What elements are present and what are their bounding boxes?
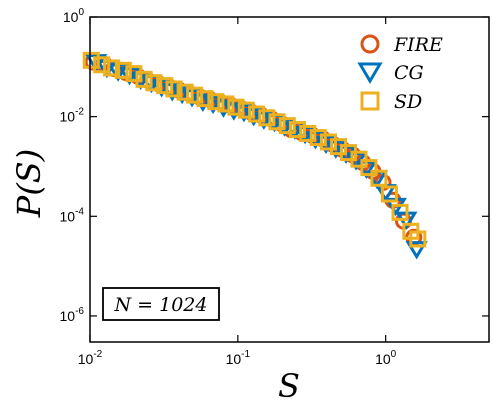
x-tick-label-base: 10 <box>78 351 94 367</box>
data-point-sd <box>248 105 266 123</box>
y-tick-label: 100 <box>63 7 85 25</box>
y-tick-label-exponent: -2 <box>75 107 84 118</box>
data-point-sd <box>207 93 225 111</box>
data-point-sd <box>165 80 183 98</box>
y-tick-label-base: 10 <box>60 208 76 224</box>
data-point-sd <box>360 159 378 177</box>
y-tick-label-exponent: -6 <box>75 306 84 317</box>
data-point-sd <box>278 117 296 135</box>
legend-label-sd: SD <box>394 91 422 113</box>
data-point-sd <box>319 133 337 151</box>
data-point-sd <box>309 129 327 147</box>
data-point-sd <box>145 74 163 92</box>
data-point-sd <box>380 185 398 203</box>
data-point-sd <box>268 113 286 131</box>
legend-entry-cg: CG <box>357 62 424 84</box>
plot-area <box>82 51 428 260</box>
legend-label-cg: CG <box>394 62 424 84</box>
x-tick-label-base: 10 <box>375 351 391 367</box>
data-point-sd <box>156 77 174 95</box>
data-point-cg <box>405 241 428 260</box>
data-point-sd <box>227 98 245 116</box>
data-point-sd <box>370 169 388 187</box>
data-point-sd <box>196 90 214 108</box>
annotation-box: N = 1024 <box>102 287 220 321</box>
x-tick-label: 10-2 <box>78 349 103 367</box>
x-tick-label: 100 <box>375 349 397 367</box>
y-tick-label: 10-2 <box>60 107 85 125</box>
legend-entry-sd: SD <box>360 91 422 113</box>
annotation-text: N = 1024 <box>114 294 208 316</box>
data-point-sd <box>176 83 194 101</box>
x-tick-label-base: 10 <box>226 351 242 367</box>
y-tick-label-exponent: -4 <box>75 206 84 217</box>
series-sd <box>82 51 427 248</box>
legend: FIRE CG SD <box>357 34 443 113</box>
y-axis-label: P(S) <box>10 149 48 218</box>
legend-marker-fire <box>360 34 380 54</box>
data-point-sd <box>82 51 100 69</box>
data-point-sd <box>288 121 306 139</box>
x-tick-label: 10-1 <box>226 349 251 367</box>
data-point-sd <box>391 203 409 221</box>
x-tick-label-exponent: -1 <box>241 349 250 360</box>
legend-label-fire: FIRE <box>393 34 443 56</box>
plot-frame <box>89 16 490 343</box>
y-tick-label-exponent: 0 <box>78 7 84 18</box>
data-point-sd <box>217 95 235 113</box>
y-tick-label-base: 10 <box>60 109 76 125</box>
legend-marker-sd <box>360 91 380 111</box>
y-tick-label: 10-4 <box>60 206 85 224</box>
y-tick-label-base: 10 <box>63 9 79 25</box>
data-point-sd <box>186 86 204 104</box>
data-point-sd <box>114 61 132 79</box>
y-tick-label: 10-6 <box>60 306 85 324</box>
data-point-sd <box>258 109 276 127</box>
data-point-sd <box>93 56 111 74</box>
legend-marker-cg <box>357 62 383 84</box>
data-point-sd <box>409 230 427 248</box>
x-tick-label-exponent: -2 <box>93 349 102 360</box>
x-axis-label: S <box>278 367 300 405</box>
data-point-sd <box>135 70 153 88</box>
data-point-sd <box>103 59 121 77</box>
y-tick-label-base: 10 <box>60 308 76 324</box>
data-point-sd <box>299 124 317 142</box>
data-point-sd <box>237 101 255 119</box>
legend-entry-fire: FIRE <box>360 34 443 56</box>
x-tick-label-exponent: 0 <box>391 349 397 360</box>
